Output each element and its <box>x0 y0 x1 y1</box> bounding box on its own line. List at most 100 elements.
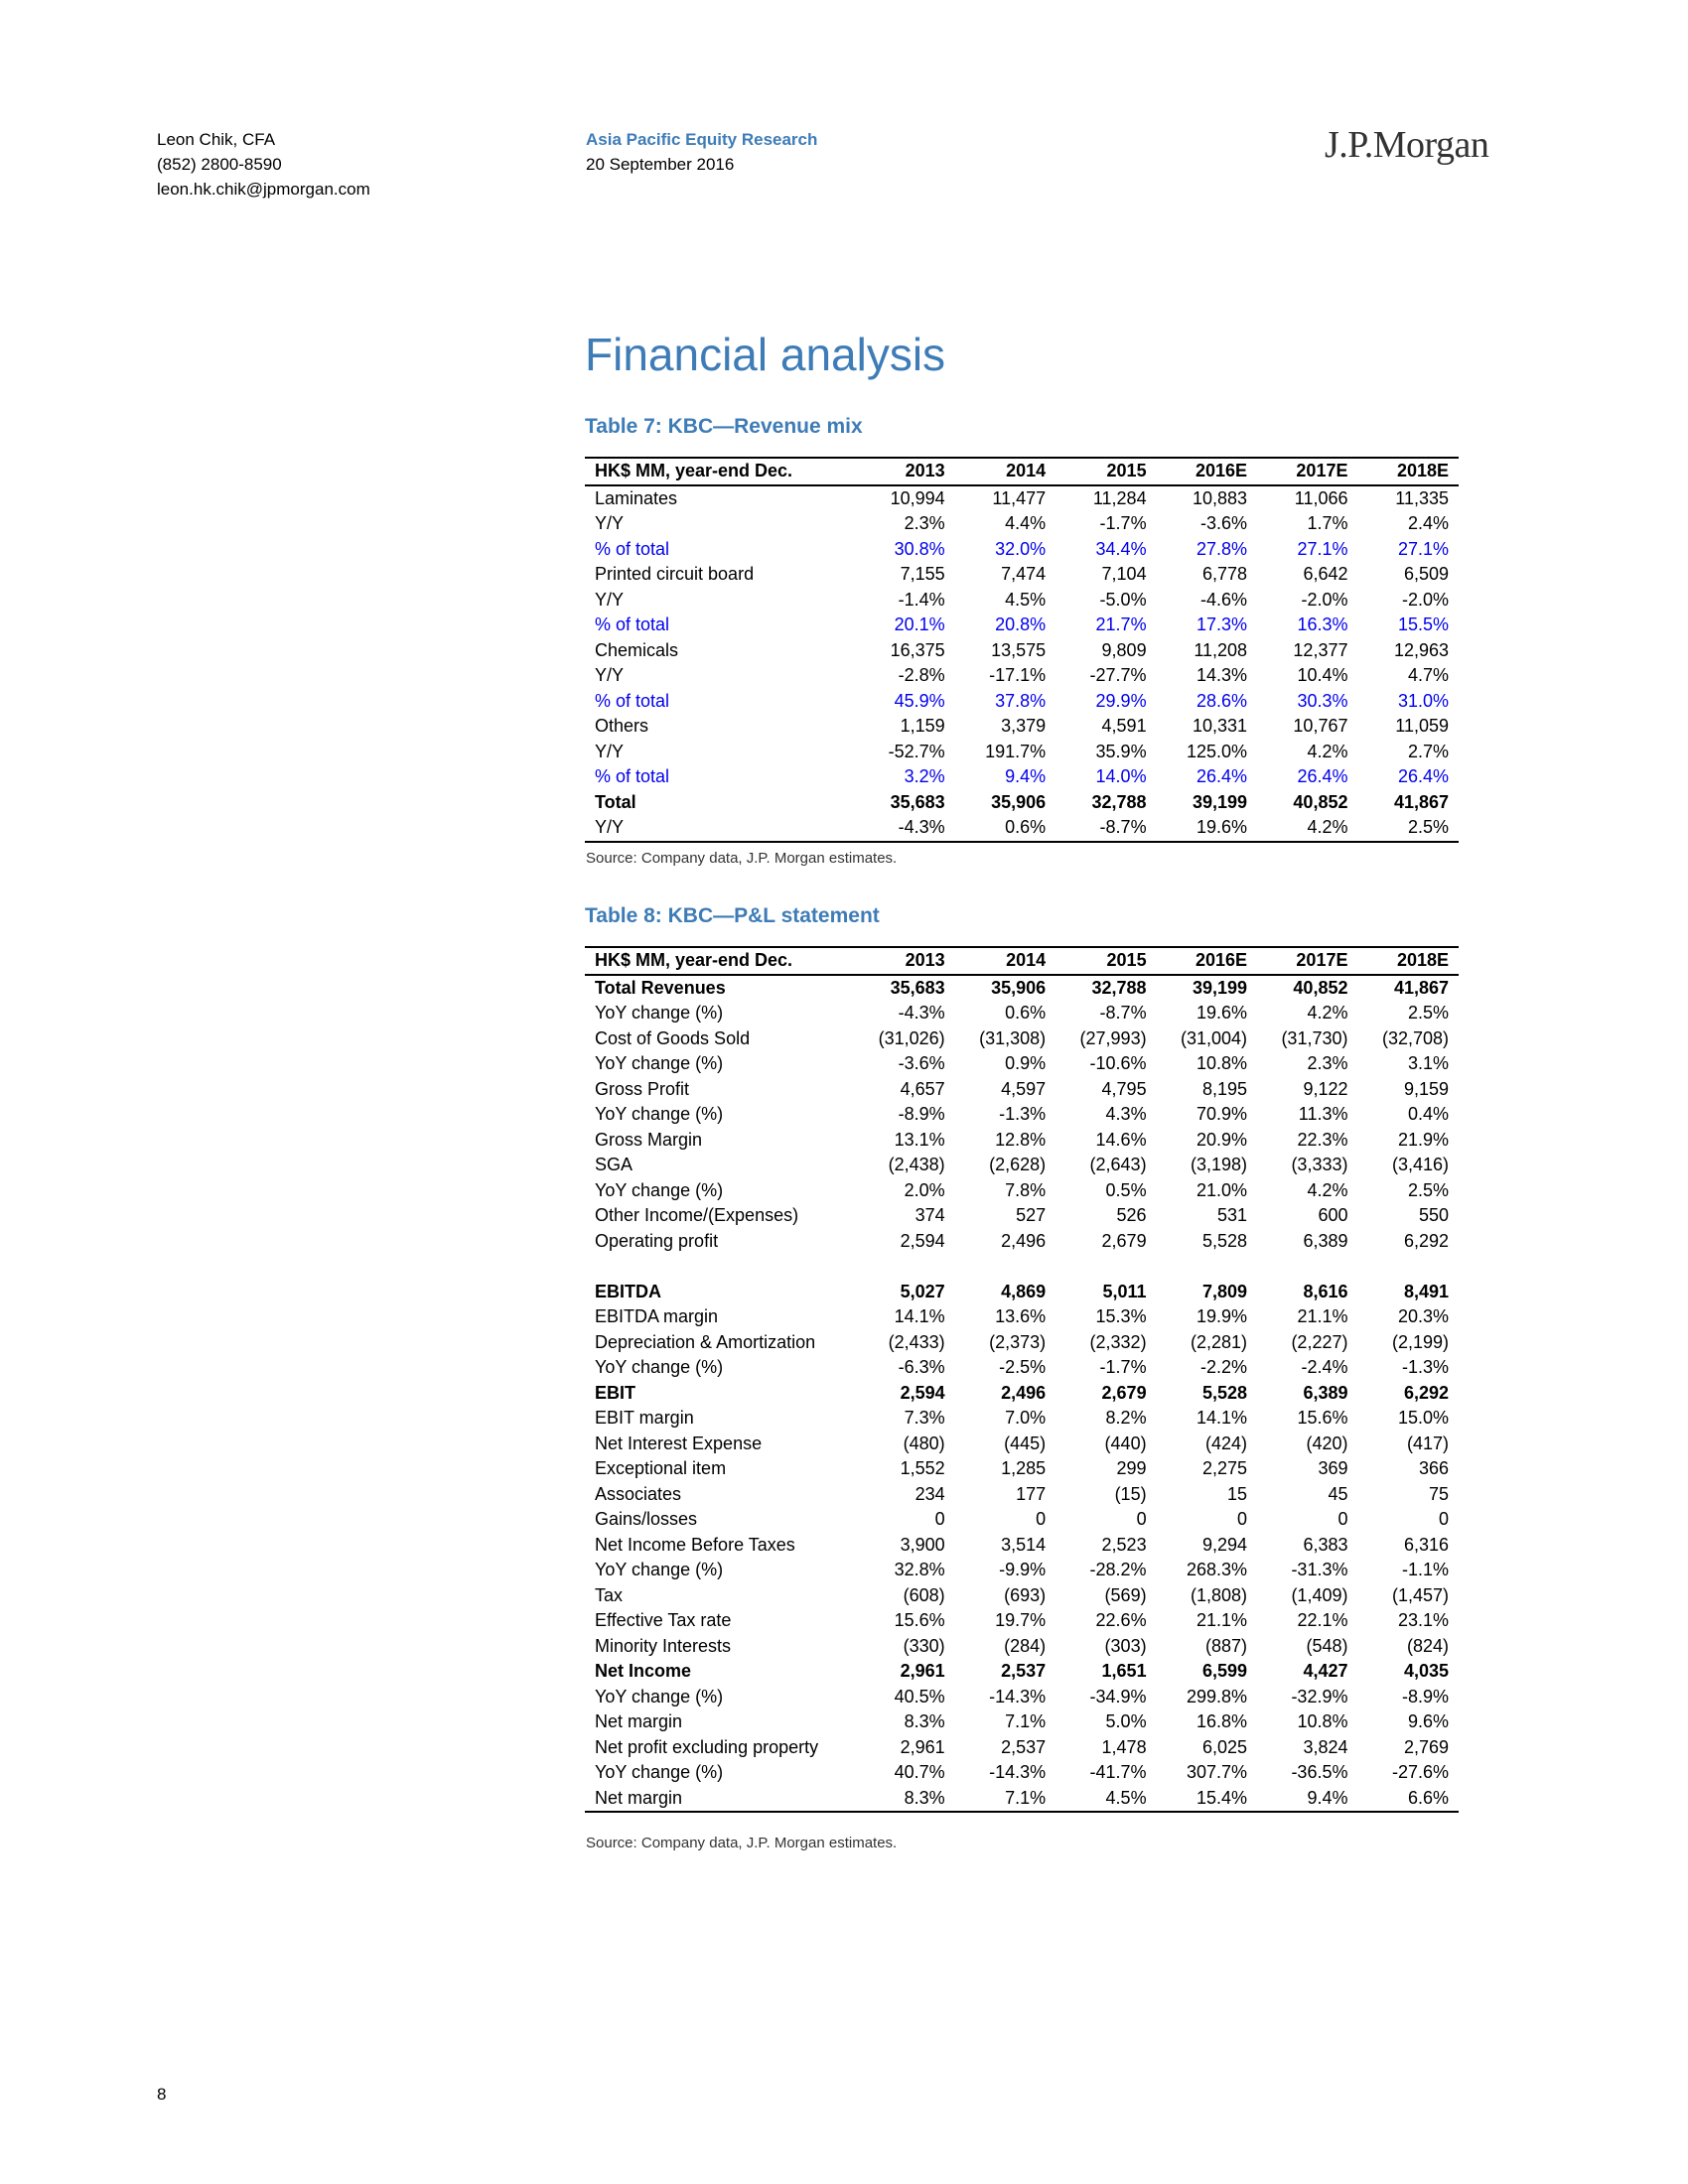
cell-value: 19.6% <box>1156 815 1258 843</box>
cell-value: 6,389 <box>1303 1382 1348 1403</box>
cell-value: 9,122 <box>1303 1078 1348 1099</box>
cell-value: 369 <box>1318 1458 1348 1478</box>
cell-value: 3,900 <box>900 1534 945 1555</box>
cell-value: 2.5% <box>1357 815 1459 843</box>
cell-value: 0 <box>1337 1509 1348 1529</box>
cell-value: 13.1% <box>894 1129 945 1150</box>
cell-value: 1,285 <box>1001 1458 1047 1478</box>
cell-value: 15.5% <box>1397 614 1449 634</box>
cell-value: 6,778 <box>1201 564 1248 584</box>
cell-value: 2,496 <box>1001 1230 1047 1251</box>
cell-value: 70.9% <box>1196 1104 1248 1124</box>
cell-value: 0 <box>1438 1509 1449 1529</box>
cell-value: 75 <box>1428 1483 1449 1504</box>
cell-value: 27.1% <box>1297 538 1348 559</box>
table-row: % of total 3.2% 9.4% 14.0% 26.4% 26.4% 26.4% <box>585 764 1459 790</box>
row-label: Exceptional item <box>595 1458 727 1478</box>
table-row: Total Revenues 35,683 35,906 32,788 39,199 40… <box>585 975 1459 1002</box>
cell-value: 21.0% <box>1196 1179 1248 1200</box>
cell-value: (417) <box>1406 1433 1449 1453</box>
cell-value: 27.8% <box>1196 538 1248 559</box>
cell-value: 2.4% <box>1407 513 1449 533</box>
cell-value: 10,767 <box>1293 716 1348 736</box>
cell-value: 21.7% <box>1095 614 1147 634</box>
cell-value: 27.1% <box>1397 538 1449 559</box>
column-header-label: HK$ MM, year-end Dec. <box>585 946 855 976</box>
cell-value: 4,597 <box>1001 1078 1047 1099</box>
cell-value: (569) <box>1104 1584 1147 1605</box>
cell-value: 4.5% <box>1005 589 1047 610</box>
report-date: 20 September 2016 <box>586 155 735 174</box>
column-header-year: 2015 <box>1055 946 1157 976</box>
author-email[interactable]: leon.hk.chik@jpmorgan.com <box>157 180 370 199</box>
cell-value: 20.3% <box>1397 1306 1449 1326</box>
cell-value: 19.7% <box>995 1610 1047 1630</box>
row-label: YoY change (%) <box>595 1686 724 1706</box>
author-phone: (852) 2800-8590 <box>157 155 282 174</box>
cell-value: -3.6% <box>1200 513 1248 533</box>
page-number: 8 <box>157 2085 167 2104</box>
cell-value: -2.0% <box>1401 589 1449 610</box>
cell-value <box>854 1254 954 1280</box>
cell-value: (3,198) <box>1190 1155 1248 1174</box>
cell-value: 6,383 <box>1303 1534 1348 1555</box>
cell-value: -14.3% <box>989 1686 1047 1706</box>
cell-value: 21.1% <box>1196 1610 1248 1630</box>
row-label: Y/Y <box>595 741 625 761</box>
cell-value: 2,275 <box>1201 1458 1248 1478</box>
cell-value: -1.3% <box>1401 1357 1449 1377</box>
cell-value: (824) <box>1406 1635 1449 1656</box>
cell-value: (424) <box>1205 1433 1248 1453</box>
cell-value: 8,616 <box>1303 1281 1348 1301</box>
cell-value: 531 <box>1216 1205 1248 1225</box>
row-label: Others <box>595 716 649 736</box>
cell-value: 3.2% <box>904 766 945 786</box>
cell-value: 8,491 <box>1403 1281 1449 1301</box>
cell-value: (32,708) <box>1381 1027 1449 1048</box>
row-label: Gross Margin <box>595 1129 703 1150</box>
cell-value: 299 <box>1116 1458 1147 1478</box>
column-header-year: 2014 <box>954 946 1056 976</box>
column-header-year: 2015 <box>1055 457 1157 486</box>
cell-value: 15.0% <box>1397 1408 1449 1428</box>
table-row: Net margin 8.3% 7.1% 4.5% 15.4% 9.4% 6.6% <box>585 1785 1459 1813</box>
row-label: % of total <box>595 614 670 634</box>
cell-value: 5,528 <box>1201 1382 1248 1403</box>
cell-value: 35,906 <box>991 977 1047 998</box>
cell-value: 374 <box>914 1205 945 1225</box>
cell-value: 6,389 <box>1303 1230 1348 1251</box>
cell-value: 26.4% <box>1397 766 1449 786</box>
table-row: Gains/losses 0 0 0 0 0 0 <box>585 1507 1459 1533</box>
table-row: % of total 30.8% 32.0% 34.4% 27.8% 27.1% 27.1% <box>585 537 1459 563</box>
row-label: Net Income Before Taxes <box>595 1534 795 1555</box>
table8-source: Source: Company data, J.P. Morgan estima… <box>586 1835 898 1851</box>
cell-value: 4,035 <box>1403 1661 1449 1681</box>
cell-value: 6,509 <box>1403 564 1449 584</box>
cell-value: 11,477 <box>992 487 1047 508</box>
cell-value: (2,433) <box>888 1331 945 1352</box>
cell-value: 13.6% <box>995 1306 1047 1326</box>
table-row: Y/Y -1.4% 4.5% -5.0% -4.6% -2.0% -2.0% <box>585 588 1459 614</box>
cell-value: -2.0% <box>1301 589 1348 610</box>
jpmorgan-logo: J.P.Morgan <box>1325 124 1489 166</box>
cell-value: -2.5% <box>999 1357 1047 1377</box>
cell-value: (480) <box>903 1433 945 1453</box>
cell-value: 3,514 <box>1001 1534 1047 1555</box>
cell-value: 0 <box>934 1509 945 1529</box>
cell-value: 3,824 <box>1303 1736 1348 1757</box>
row-label: YoY change (%) <box>595 1560 724 1579</box>
cell-value: 550 <box>1418 1205 1449 1225</box>
table-row: Effective Tax rate 15.6% 19.7% 22.6% 21.1% 22… <box>585 1608 1459 1634</box>
cell-value: 0 <box>1237 1509 1248 1529</box>
table-row: Net Income 2,961 2,537 1,651 6,599 4,427 4,035 <box>585 1659 1459 1685</box>
cell-value: 32,788 <box>1091 977 1147 998</box>
cell-value: -2.4% <box>1301 1357 1348 1377</box>
cell-value: 2,961 <box>900 1661 945 1681</box>
cell-value: 31.0% <box>1397 690 1449 711</box>
cell-value <box>1357 1254 1459 1280</box>
cell-value: 10,331 <box>1192 716 1248 736</box>
cell-value: 0 <box>1136 1509 1147 1529</box>
cell-value: -17.1% <box>989 665 1047 685</box>
cell-value: 12,963 <box>1393 639 1449 660</box>
cell-value: -1.1% <box>1401 1560 1449 1579</box>
